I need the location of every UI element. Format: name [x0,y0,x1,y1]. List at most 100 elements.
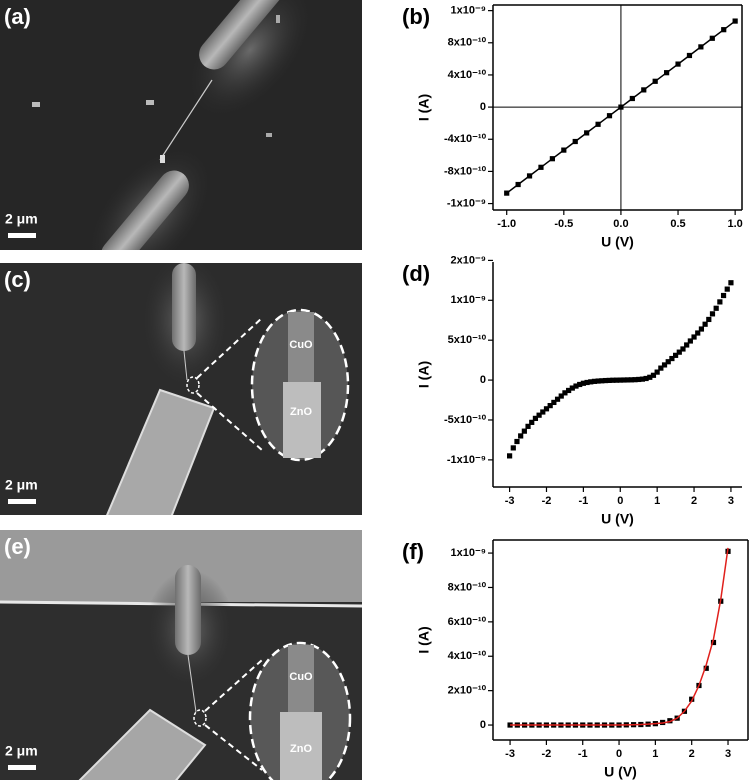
data-point [538,164,544,170]
y-tick-label: 8x10⁻¹⁰ [448,37,487,49]
data-point [599,378,605,384]
data-point [632,377,638,383]
inset-label: CuO [289,339,313,351]
data-point [573,383,579,389]
data-point [717,299,723,305]
scale-label: 2 μm [5,743,38,759]
data-point [562,390,568,396]
data-point [658,365,664,371]
panel-label: (b) [402,4,430,29]
data-point [629,95,635,102]
y-tick-label: 4x10⁻¹⁰ [448,69,487,81]
panel-label: (d) [402,261,430,286]
scale-label: 2 μm [5,211,38,227]
y-tick-label: 1x10⁻⁹ [451,547,487,559]
y-tick-label: -4x10⁻¹⁰ [444,133,487,145]
data-point [547,403,553,409]
data-point [639,376,645,382]
data-point [706,316,712,323]
y-tick-label: -5x10⁻¹⁰ [444,414,487,426]
x-axis-label: U (V) [601,234,634,250]
scale-bar [8,765,36,770]
x-tick-label: 2 [691,495,697,507]
y-tick-label: 1x10⁻⁹ [451,294,487,306]
y-axis-label: I (A) [416,626,432,653]
data-point [595,121,601,127]
data-point [543,406,550,412]
x-tick-label: 2 [689,748,695,760]
sem-image-a: (a) 2 μm [0,0,362,250]
data-point [636,376,642,383]
data-point [525,423,531,429]
data-point [724,286,730,292]
data-point [680,346,686,352]
panel-label: (e) [4,534,31,559]
sem-image-c: CuO ZnO (c) 2 μm [0,263,362,515]
data-point [709,311,716,317]
y-tick-label: 2x10⁻¹⁰ [448,685,487,697]
data-point [686,52,693,59]
data-point [510,445,516,451]
data-point [518,433,524,439]
inset-label: ZnO [290,406,312,418]
data-point [698,326,705,332]
data-point [643,375,649,382]
data-point [684,342,690,348]
data-point [577,381,583,388]
data-point [561,147,567,153]
y-axis-label: I (A) [416,361,432,388]
data-point [540,409,546,415]
data-point [591,378,598,384]
data-point [641,87,647,93]
data-point [613,377,620,383]
data-point [526,173,533,179]
y-tick-label: -1x10⁻⁹ [447,454,486,466]
x-tick-label: -3 [505,495,515,507]
data-point [669,355,675,362]
scale-bar [8,233,36,238]
data-point [654,369,660,375]
panel-label: (f) [402,539,424,564]
data-point [514,438,520,445]
data-point [580,380,586,386]
data-point [558,393,564,399]
x-tick-label: -1 [578,748,588,760]
y-tick-label: 0 [480,374,486,386]
x-tick-label: 1 [652,748,658,760]
data-line [510,547,729,726]
data-point [698,44,704,50]
data-point [507,453,513,459]
y-tick-label: 2x10⁻⁹ [451,254,487,266]
y-tick-label: 1x10⁻⁹ [451,5,487,17]
data-point [667,718,673,724]
data-point [625,377,631,383]
data-point [566,387,572,394]
data-point [676,349,682,355]
data-point [569,385,575,391]
y-tick-label: 8x10⁻¹⁰ [448,581,487,593]
x-tick-label: -1 [578,495,588,507]
data-point [665,359,671,365]
y-tick-label: 0 [480,101,486,113]
scale-label: 2 μm [5,477,38,493]
data-point [695,330,701,336]
data-point [721,27,727,33]
x-tick-label: 1 [654,495,660,507]
y-tick-label: 4x10⁻¹⁰ [448,650,487,662]
data-point [606,377,612,384]
data-point [595,378,601,384]
data-point [703,665,709,671]
x-tick-label: 1.0 [727,218,742,230]
data-point [554,396,561,402]
data-point [652,78,658,84]
data-point [687,338,693,344]
x-tick-label: 0 [616,748,622,760]
data-point [584,379,590,386]
x-axis-label: U (V) [601,511,634,527]
y-tick-label: 6x10⁻¹⁰ [448,616,487,628]
data-point [664,70,670,76]
data-point [588,379,594,385]
data-point [673,352,679,358]
data-point [572,138,578,145]
